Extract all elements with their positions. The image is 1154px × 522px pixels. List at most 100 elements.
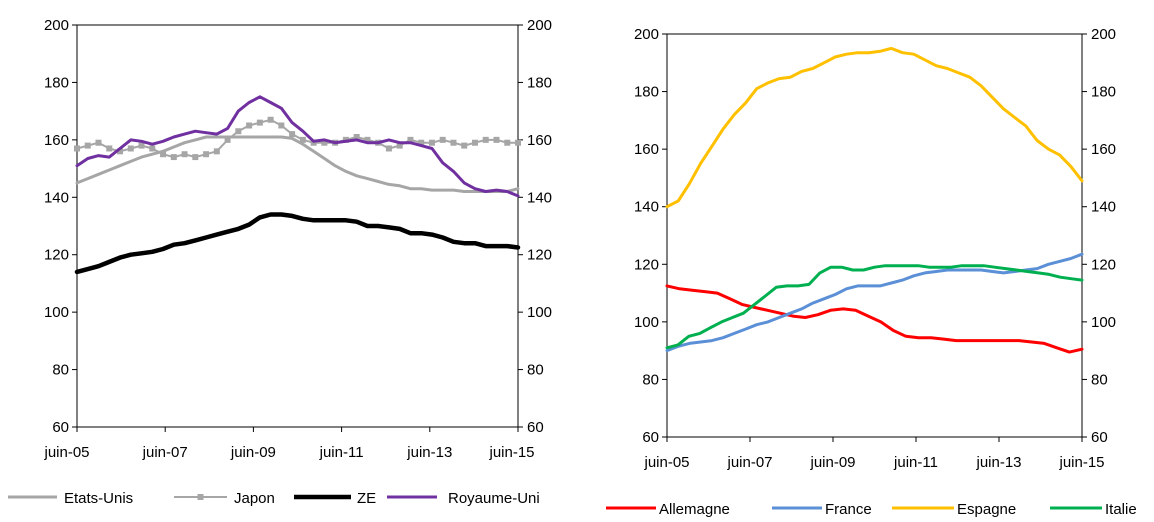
- y2-tick-label: 100: [1091, 314, 1116, 331]
- y-tick-label: 60: [52, 419, 69, 436]
- series-point-japon: [515, 139, 521, 146]
- x-tick-label: juin-05: [43, 444, 89, 461]
- y-tick-label: 100: [44, 304, 69, 321]
- series-line-france: [665, 252, 1084, 353]
- series-point-japon: [299, 136, 306, 143]
- y-tick-label: 140: [634, 199, 659, 216]
- legend-label-allemagne: Allemagne: [659, 501, 730, 517]
- series-point-japon: [418, 139, 425, 146]
- series-line-etats-unis: [75, 135, 520, 193]
- series-point-japon: [256, 119, 263, 126]
- y-tick-label: 160: [634, 141, 659, 158]
- series-point-japon: [203, 151, 210, 158]
- series-point-japon: [353, 133, 360, 140]
- x-tick-label: juin-13: [406, 444, 452, 461]
- series-point-japon: [267, 116, 274, 123]
- y2-tick-label: 160: [527, 132, 552, 149]
- series-point-japon: [278, 122, 285, 129]
- series-point-japon: [170, 154, 177, 161]
- series-point-japon: [74, 145, 80, 152]
- chart-2: 60 80 100 120 140 160 180 200 60 80 100 120 140 160 18…: [606, 26, 1137, 518]
- y-tick-label: 100: [634, 314, 659, 331]
- y2-tick-label: 100: [527, 304, 552, 321]
- x-tick-label: juin-15: [488, 444, 534, 461]
- y2-tick-label: 140: [527, 189, 552, 206]
- series-point-japon: [160, 151, 167, 158]
- series-point-japon: [224, 136, 231, 143]
- series-point-japon: [289, 131, 296, 138]
- y-tick-label: 180: [634, 84, 659, 101]
- legend-label-japon: Japon: [234, 490, 275, 507]
- y-tick-label: 120: [44, 247, 69, 264]
- series-line-allemagne: [665, 284, 1084, 354]
- x-tick-label: juin-13: [975, 454, 1021, 471]
- y2-tick-label: 140: [1091, 199, 1116, 216]
- y2-tick-label: 120: [1091, 256, 1116, 273]
- x-tick-label: juin-07: [142, 444, 188, 461]
- y2-tick-label: 200: [1091, 26, 1116, 43]
- series-line-italie: [665, 264, 1084, 350]
- x-tick-label: juin-09: [809, 454, 855, 471]
- series-point-japon: [95, 139, 102, 146]
- series-point-japon: [106, 145, 113, 152]
- y-tick-label: 140: [44, 189, 69, 206]
- series-point-japon: [504, 139, 511, 146]
- series-point-japon: [181, 151, 188, 158]
- series-point-japon: [138, 142, 145, 149]
- series-point-japon: [493, 136, 500, 143]
- chart-1: 60 80 100 120 140 160 180 200 60 80 100 120 140 160 18…: [8, 17, 552, 507]
- series-line-royaume-uni: [75, 95, 520, 198]
- legend-label-ze: ZE: [357, 490, 376, 507]
- y-tick-label: 80: [52, 362, 69, 379]
- y2-tick-label: 60: [1091, 429, 1108, 446]
- series-point-japon: [321, 139, 328, 146]
- series-point-japon: [482, 136, 489, 143]
- series-line-ze: [74, 212, 521, 275]
- plot-area: [76, 24, 519, 428]
- y-tick-label: 60: [642, 429, 659, 446]
- series-point-japon: [127, 145, 134, 152]
- series-point-japon: [364, 136, 371, 143]
- series-point-japon: [192, 154, 199, 161]
- legend-label-etats-unis: Etats-Unis: [64, 490, 133, 507]
- series-point-japon: [461, 142, 468, 149]
- series-point-japon: [213, 148, 220, 155]
- legend-label-espagne: Espagne: [957, 501, 1016, 517]
- y2-tick-label: 120: [527, 247, 552, 264]
- legend-label-france: France: [825, 501, 872, 517]
- y2-tick-label: 80: [1091, 371, 1108, 388]
- y2-tick-label: 60: [527, 419, 544, 436]
- x-tick-label: juin-11: [319, 444, 364, 461]
- plot-area: [666, 33, 1083, 438]
- y2-tick-label: 180: [1091, 84, 1116, 101]
- series-point-japon: [471, 139, 478, 146]
- x-tick-label: juin-07: [726, 454, 772, 471]
- y2-tick-label: 180: [527, 74, 552, 91]
- series-point-japon: [84, 142, 91, 149]
- y2-tick-label: 200: [527, 17, 552, 34]
- series-point-japon: [117, 148, 124, 155]
- legend-label-italie: Italie: [1105, 501, 1137, 517]
- series-point-japon: [246, 122, 253, 129]
- legend-marker-japon: [197, 494, 204, 500]
- x-tick-label: juin-15: [1058, 454, 1104, 471]
- y2-tick-label: 80: [527, 362, 544, 379]
- series-point-japon: [450, 139, 457, 146]
- legend-label-royaume-uni: Royaume-Uni: [448, 490, 540, 507]
- y-tick-label: 120: [634, 256, 659, 273]
- series-point-japon: [385, 145, 392, 152]
- series-point-japon: [428, 139, 435, 146]
- y-tick-label: 180: [44, 74, 69, 91]
- series-line-espagne: [665, 46, 1084, 209]
- y-tick-label: 200: [44, 17, 69, 34]
- y2-tick-label: 160: [1091, 141, 1116, 158]
- y-tick-label: 200: [634, 26, 659, 43]
- series-point-japon: [439, 136, 446, 143]
- series-point-japon: [235, 128, 242, 135]
- series-point-japon: [407, 136, 414, 143]
- y-tick-label: 80: [642, 371, 659, 388]
- y-tick-label: 160: [44, 132, 69, 149]
- x-tick-label: juin-05: [643, 454, 689, 471]
